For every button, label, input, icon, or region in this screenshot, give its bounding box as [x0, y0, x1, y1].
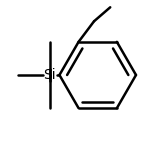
Text: Si: Si — [43, 68, 56, 82]
